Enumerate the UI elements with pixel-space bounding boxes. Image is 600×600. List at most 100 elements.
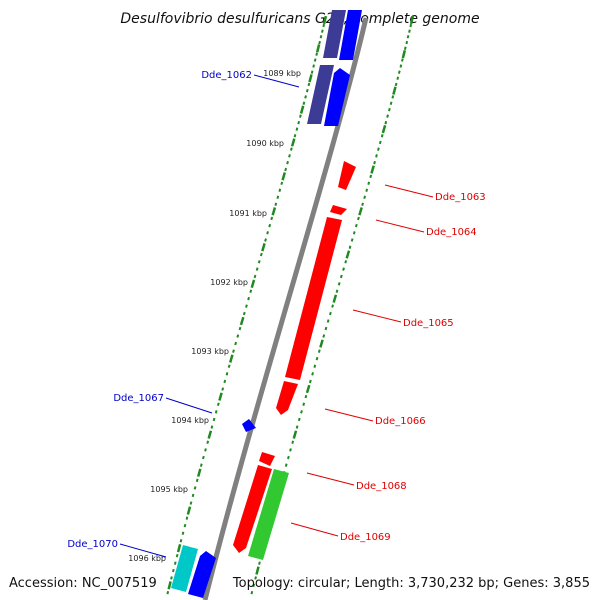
gc-tick bbox=[232, 349, 235, 353]
gc-tick bbox=[295, 127, 299, 131]
gc-tick bbox=[313, 58, 317, 62]
gc-tick bbox=[228, 354, 234, 363]
gc-tick bbox=[189, 501, 193, 505]
gc-tick bbox=[271, 207, 277, 216]
gc-tick bbox=[210, 425, 214, 429]
gene-label-dde1067[interactable]: Dde_1067 bbox=[113, 393, 164, 404]
gene-feature-dde1070[interactable] bbox=[171, 545, 216, 598]
gc-tick bbox=[405, 40, 409, 45]
gene-label-dde1066[interactable]: Dde_1066 bbox=[375, 416, 426, 427]
gc-tick bbox=[319, 35, 323, 39]
gc-tick bbox=[183, 523, 187, 528]
gc-tick bbox=[389, 101, 393, 105]
accession-label: Accession: NC_007519 bbox=[9, 576, 157, 591]
gc-tick bbox=[223, 379, 227, 384]
gene-label-dde1062[interactable]: Dde_1062 bbox=[201, 70, 252, 81]
gc-tick bbox=[311, 372, 314, 376]
gc-tick bbox=[167, 581, 172, 590]
gc-tick bbox=[199, 463, 203, 467]
gc-tick bbox=[257, 260, 261, 264]
gc-tick bbox=[392, 86, 397, 95]
gc-tick bbox=[293, 134, 297, 138]
gc-tick bbox=[249, 289, 253, 293]
gc-tick bbox=[166, 590, 170, 595]
gc-tick bbox=[357, 216, 360, 221]
gc-tick bbox=[255, 566, 260, 575]
map-title: Desulfovibrio desulfuricans G20, complet… bbox=[120, 11, 479, 27]
gene-feature-dde1062[interactable] bbox=[307, 65, 350, 126]
gc-tick bbox=[245, 304, 248, 308]
gc-tick bbox=[319, 339, 324, 348]
gc-tick bbox=[280, 181, 284, 186]
gc-tick bbox=[290, 138, 296, 147]
gc-tick bbox=[278, 188, 282, 192]
gene-label-dde1063[interactable]: Dde_1063 bbox=[435, 192, 486, 203]
gc-tick bbox=[308, 379, 312, 384]
gc-tick bbox=[295, 425, 299, 429]
gene-labels: Dde_1062 Dde_1063 Dde_1064 Dde_1065 Dde_… bbox=[67, 70, 485, 550]
gc-tick bbox=[396, 76, 400, 80]
gc-tick bbox=[409, 15, 415, 25]
gc-tick bbox=[381, 124, 387, 134]
gc-tick bbox=[236, 334, 240, 338]
gc-tick bbox=[196, 468, 202, 477]
gc-tick bbox=[394, 82, 398, 87]
gc-tick bbox=[305, 384, 311, 394]
gene-arrow-dde1063[interactable] bbox=[338, 161, 356, 190]
gc-tick bbox=[307, 82, 311, 87]
gc-tick bbox=[315, 44, 321, 53]
gc-tick bbox=[308, 74, 313, 83]
gc-tick bbox=[173, 561, 177, 565]
kbp-tick-label: 1096 kbp bbox=[128, 554, 166, 563]
gene-feature-top-pair[interactable] bbox=[323, 10, 362, 60]
gene-arrow[interactable] bbox=[323, 10, 346, 58]
gc-tick bbox=[401, 50, 407, 59]
gene-arrow[interactable] bbox=[188, 551, 216, 598]
gc-tick bbox=[289, 448, 292, 452]
gc-tick bbox=[221, 387, 225, 391]
gene-label-dde1065[interactable]: Dde_1065 bbox=[403, 318, 454, 329]
gene-label-dde1068[interactable]: Dde_1068 bbox=[356, 481, 407, 492]
topology-label: Topology: circular; Length: 3,730,232 bp… bbox=[232, 576, 590, 591]
gene-arrow-dde1069-green[interactable] bbox=[248, 469, 289, 560]
gc-tick bbox=[312, 64, 315, 68]
gc-tick bbox=[315, 356, 319, 361]
gc-tick bbox=[258, 561, 261, 565]
gene-label-dde1064[interactable]: Dde_1064 bbox=[426, 227, 477, 238]
gene-label-dde1069[interactable]: Dde_1069 bbox=[340, 532, 391, 543]
gene-label-dde1070[interactable]: Dde_1070 bbox=[67, 539, 118, 550]
gc-tick bbox=[170, 576, 173, 580]
gc-tick bbox=[388, 107, 391, 112]
gene-arrow-dde1065[interactable] bbox=[285, 217, 342, 380]
gc-tick bbox=[358, 207, 363, 216]
gc-tick bbox=[292, 430, 298, 439]
gc-tick bbox=[399, 64, 403, 68]
gene-arrow-dde1064[interactable] bbox=[330, 205, 347, 215]
gc-tick bbox=[337, 282, 341, 286]
gc-tick bbox=[242, 311, 246, 316]
gene-arrow-dde1068[interactable] bbox=[259, 452, 275, 466]
gene-arrow[interactable] bbox=[324, 68, 350, 126]
gene-arrow-dde1069-red[interactable] bbox=[233, 465, 272, 553]
gc-tick bbox=[299, 114, 302, 118]
gene-label-leaders bbox=[119, 74, 434, 558]
kbp-tick-label: 1092 kbp bbox=[210, 278, 248, 287]
gc-tick bbox=[361, 202, 364, 206]
gc-tick bbox=[286, 160, 289, 165]
gc-tick bbox=[216, 402, 220, 406]
gene-arrow-dde1067[interactable] bbox=[242, 419, 256, 432]
kbp-tick-label: 1091 kbp bbox=[229, 209, 267, 218]
kbp-tick-label: 1089 kbp bbox=[263, 69, 301, 78]
gc-tick bbox=[344, 260, 348, 264]
gc-tick bbox=[326, 319, 330, 323]
gene-arrow[interactable] bbox=[307, 65, 334, 124]
gene-arrow[interactable] bbox=[171, 545, 198, 592]
gc-tick bbox=[342, 267, 345, 271]
gc-tick bbox=[380, 134, 384, 138]
gene-arrow[interactable] bbox=[339, 10, 362, 60]
gene-arrow-dde1066[interactable] bbox=[276, 381, 298, 415]
gc-tick bbox=[367, 181, 371, 185]
gc-tick bbox=[300, 410, 303, 414]
gc-tick bbox=[284, 463, 288, 467]
